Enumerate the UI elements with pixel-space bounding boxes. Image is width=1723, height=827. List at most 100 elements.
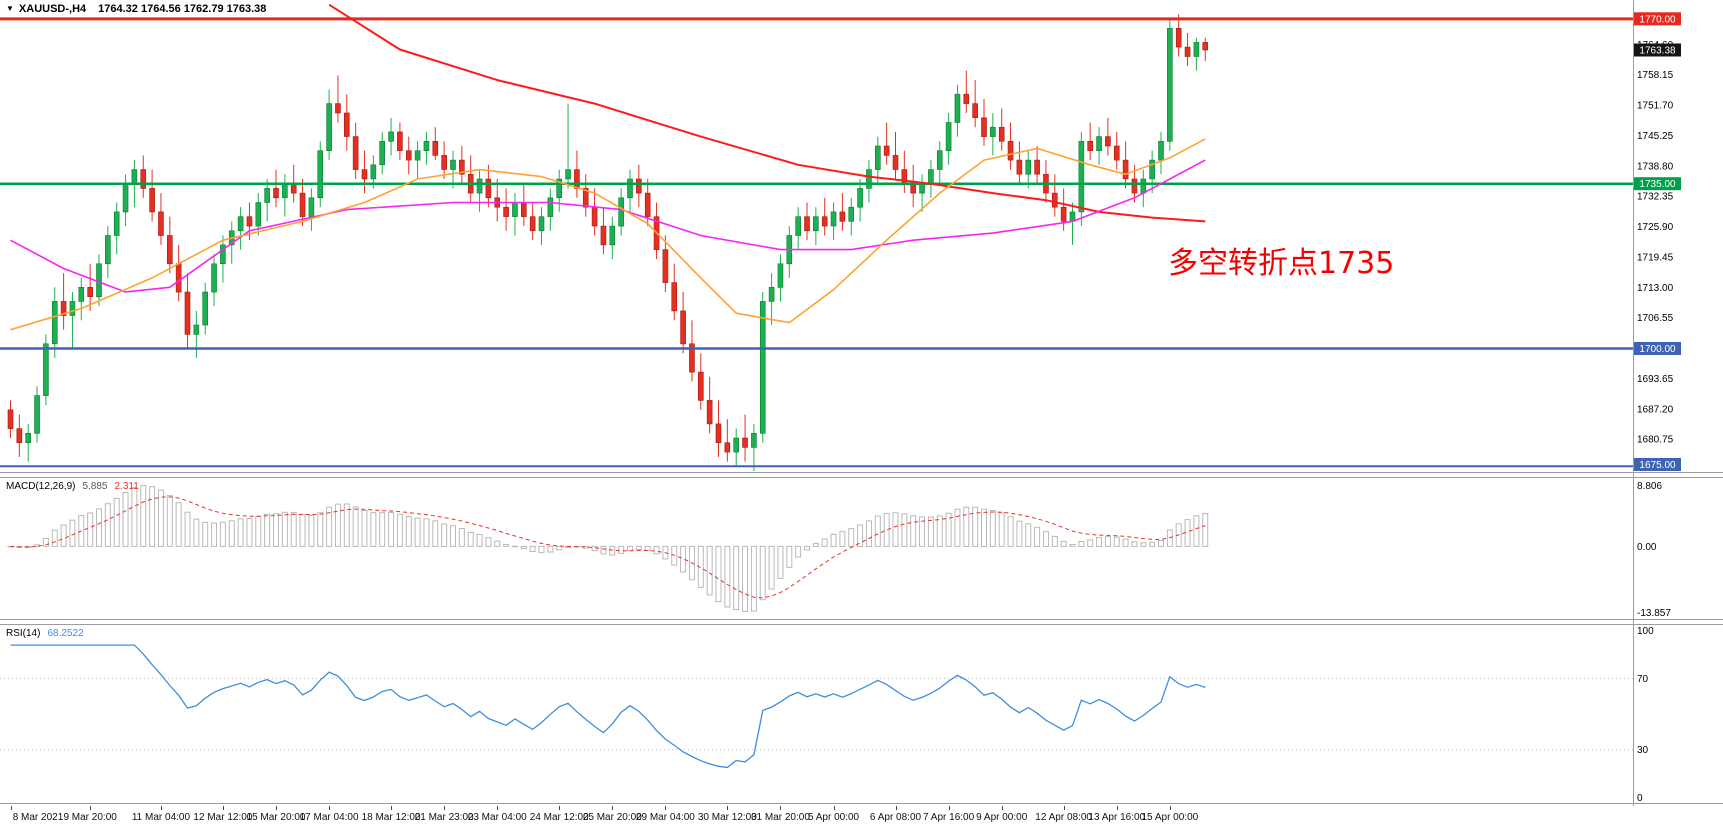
svg-text:1732.35: 1732.35 xyxy=(1637,192,1674,203)
time-label: 24 Mar 12:00 xyxy=(529,812,589,823)
time-tick xyxy=(391,806,393,810)
price-axis[interactable] xyxy=(1634,0,1723,806)
svg-text:1680.75: 1680.75 xyxy=(1637,435,1674,446)
svg-text:30: 30 xyxy=(1637,745,1649,756)
svg-text:1745.25: 1745.25 xyxy=(1637,131,1674,142)
svg-text:1719.45: 1719.45 xyxy=(1637,252,1674,263)
time-tick xyxy=(1116,806,1118,810)
time-label: 18 Mar 12:00 xyxy=(361,812,421,823)
macd-main-value: 5.885 xyxy=(82,481,108,492)
ma-orange-fast xyxy=(10,138,1206,331)
time-label: 15 Apr 00:00 xyxy=(1141,812,1199,823)
svg-text:1700.00: 1700.00 xyxy=(1639,344,1676,355)
svg-text:1675.00: 1675.00 xyxy=(1639,460,1676,471)
macd-histogram xyxy=(7,485,1209,612)
time-tick xyxy=(612,806,614,810)
time-label: 15 Mar 20:00 xyxy=(246,812,306,823)
time-label: 7 Apr 16:00 xyxy=(923,812,975,823)
price-badge: 1700.00 xyxy=(1634,342,1681,355)
price-badge: 1735.00 xyxy=(1634,177,1681,191)
rsi-indicator-name: RSI(14) xyxy=(6,628,41,639)
time-tick xyxy=(780,806,782,810)
time-tick xyxy=(160,806,162,810)
time-tick xyxy=(90,806,92,810)
time-label: 6 Apr 08:00 xyxy=(869,812,922,823)
time-axis[interactable]: 8 Mar 2021 9 Mar 20:00 11 Mar 04:00 12 Mar … xyxy=(0,806,1723,827)
time-tick xyxy=(665,806,667,810)
time-label: 8 Mar 2021 xyxy=(12,812,64,823)
time-label: 13 Apr 16:00 xyxy=(1088,812,1146,823)
time-label: 12 Mar 12:00 xyxy=(193,812,253,823)
time-tick xyxy=(329,806,331,810)
svg-text:1706.55: 1706.55 xyxy=(1637,313,1674,324)
time-label: 9 Apr 00:00 xyxy=(976,812,1028,823)
time-tick xyxy=(497,806,499,810)
svg-text:1693.65: 1693.65 xyxy=(1637,374,1674,385)
time-tick xyxy=(833,806,835,810)
time-tick xyxy=(222,806,224,810)
time-tick xyxy=(727,806,729,810)
time-label: 23 Mar 04:00 xyxy=(467,812,527,823)
horizontal-level-lines xyxy=(0,17,1633,468)
svg-text:1713.00: 1713.00 xyxy=(1637,283,1674,294)
macd-canvas[interactable]: 8.806 0.00 -13.857 xyxy=(0,478,1723,619)
price-axis-separator xyxy=(1633,0,1634,806)
svg-text:0: 0 xyxy=(1637,793,1643,803)
time-label: 30 Mar 12:00 xyxy=(697,812,757,823)
svg-text:100: 100 xyxy=(1637,626,1654,637)
svg-text:8.806: 8.806 xyxy=(1637,481,1662,492)
svg-text:-13.857: -13.857 xyxy=(1637,608,1671,619)
time-tick xyxy=(10,806,12,810)
chart-title: ▼ XAUUSD-,H4 1764.32 1764.56 1762.79 1763.… xyxy=(6,3,266,15)
rsi-axis-labels: 100 70 30 0 xyxy=(1637,626,1654,803)
macd-panel[interactable]: 8.806 0.00 -13.857 MACD(12,26,9) 5.885 2.311 xyxy=(0,477,1723,620)
svg-text:1770.00: 1770.00 xyxy=(1639,14,1676,25)
svg-text:0.00: 0.00 xyxy=(1637,542,1657,553)
svg-text:1738.80: 1738.80 xyxy=(1637,161,1674,172)
time-label: 9 Mar 20:00 xyxy=(63,812,117,823)
macd-signal-value: 2.311 xyxy=(114,481,139,492)
macd-signal-line xyxy=(10,496,1206,599)
time-tick xyxy=(276,806,277,810)
time-tick xyxy=(1169,806,1171,810)
time-label: 11 Mar 04:00 xyxy=(131,812,191,823)
svg-text:1725.90: 1725.90 xyxy=(1637,222,1674,233)
time-label: 31 Mar 20:00 xyxy=(750,812,810,823)
svg-text:70: 70 xyxy=(1637,674,1649,685)
time-tick xyxy=(1001,806,1003,810)
time-label: 29 Mar 04:00 xyxy=(635,812,695,823)
time-label: 17 Mar 04:00 xyxy=(299,812,359,823)
time-label: 12 Apr 08:00 xyxy=(1035,812,1092,823)
rsi-canvas[interactable]: 100 70 30 0 xyxy=(0,625,1723,803)
macd-indicator-name: MACD(12,26,9) xyxy=(6,481,76,492)
macd-label: MACD(12,26,9) 5.885 2.311 xyxy=(6,481,139,492)
price-badge: 1763.38 xyxy=(1634,43,1681,57)
annotation-text: 多空转折点1735 xyxy=(1168,246,1395,281)
ma-red-slow xyxy=(328,3,1206,223)
chart-menu-icon[interactable]: ▼ xyxy=(6,4,14,13)
svg-text:1687.20: 1687.20 xyxy=(1637,404,1674,415)
rsi-panel[interactable]: 100 70 30 0 RSI(14) 68.2522 xyxy=(0,624,1723,804)
time-label: 5 Apr 00:00 xyxy=(807,812,860,823)
svg-text:1758.15: 1758.15 xyxy=(1637,70,1674,81)
price-chart-canvas[interactable]: 1764.601758.151751.701745.251738.801732.… xyxy=(0,0,1723,471)
symbol-period-label: XAUUSD-,H4 xyxy=(18,3,87,15)
rsi-label: RSI(14) 68.2522 xyxy=(6,628,84,639)
svg-text:1751.70: 1751.70 xyxy=(1637,101,1674,112)
price-badge: 1675.00 xyxy=(1634,458,1681,471)
rsi-line xyxy=(10,644,1206,769)
time-tick xyxy=(559,806,561,810)
svg-text:1763.38: 1763.38 xyxy=(1639,46,1676,57)
price-badge: 1770.00 xyxy=(1634,12,1681,26)
ohlc-readout: 1764.32 1764.56 1762.79 1763.38 xyxy=(98,3,267,15)
svg-text:1735.00: 1735.00 xyxy=(1639,179,1676,190)
rsi-level-lines xyxy=(0,677,1633,751)
time-tick xyxy=(948,806,950,810)
candlestick-series xyxy=(7,14,1209,471)
price-chart-panel[interactable]: 1764.601758.151751.701745.251738.801732.… xyxy=(0,0,1723,473)
time-tick xyxy=(1063,806,1065,810)
time-label: 25 Mar 20:00 xyxy=(582,812,642,823)
rsi-value: 68.2522 xyxy=(47,628,84,639)
ma-magenta-medium xyxy=(10,159,1206,293)
